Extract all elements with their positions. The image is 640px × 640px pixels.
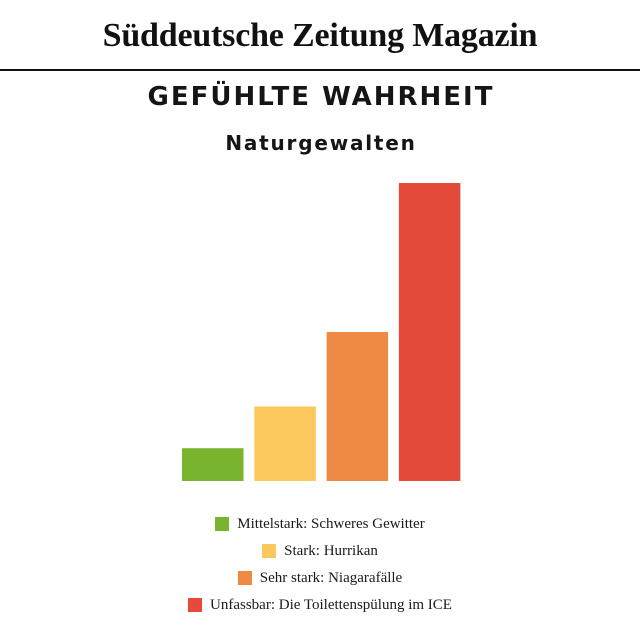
bar-chart xyxy=(182,183,461,481)
bar-stark xyxy=(254,406,316,481)
legend-item-unfassbar: Unfassbar: Die Toilettenspülung im ICE xyxy=(0,591,640,618)
legend-swatch-mittelstark xyxy=(215,516,230,531)
legend-label-mittelstark: Mittelstark: Schweres Gewitter xyxy=(237,515,425,532)
legend-item-stark: Stark: Hurrikan xyxy=(0,537,640,564)
chart-title: Naturgewalten xyxy=(225,131,417,155)
legend-label-unfassbar: Unfassbar: Die Toilettenspülung im ICE xyxy=(210,596,452,613)
bar-mittelstark xyxy=(182,448,244,481)
section-kicker: GEFÜHLTE WAHRHEIT xyxy=(147,82,495,112)
legend-swatch-sehr-stark xyxy=(237,570,252,585)
header-divider xyxy=(0,69,640,71)
legend-item-sehr-stark: Sehr stark: Niagarafälle xyxy=(0,564,640,591)
legend: Mittelstark: Schweres Gewitter Stark: Hu… xyxy=(0,510,640,618)
legend-swatch-stark xyxy=(262,543,277,558)
legend-swatch-unfassbar xyxy=(188,597,202,612)
bar-sehr-stark xyxy=(326,332,389,481)
legend-label-stark: Stark: Hurrikan xyxy=(284,542,378,559)
bar-unfassbar xyxy=(398,183,461,481)
legend-label-sehr-stark: Sehr stark: Niagarafälle xyxy=(259,569,403,586)
brand-logo: Süddeutsche Zeitung Magazin xyxy=(102,17,538,54)
bars-group xyxy=(182,183,461,481)
legend-item-mittelstark: Mittelstark: Schweres Gewitter xyxy=(0,510,640,537)
